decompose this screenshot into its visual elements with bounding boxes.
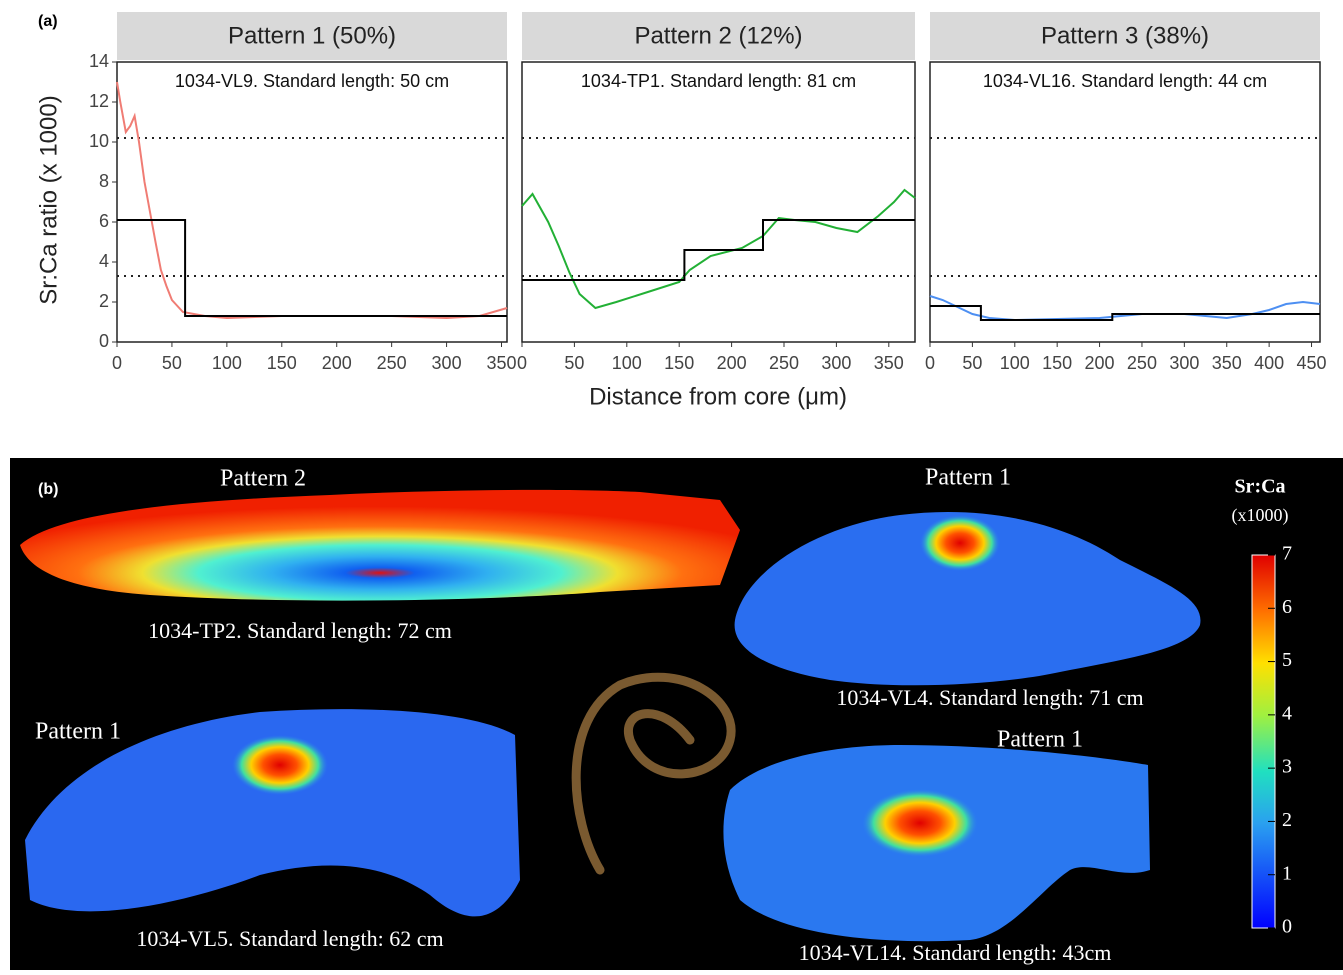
series-line xyxy=(929,295,1321,322)
map-pattern: Pattern 1 xyxy=(997,727,1083,753)
colorbar-subtitle: (x1000) xyxy=(1232,505,1289,526)
strip xyxy=(117,12,507,60)
x-tick-label: 50 xyxy=(162,353,182,373)
plot-frame xyxy=(929,61,1321,343)
panel-b: (b) Pattern 2 1034-TP2. Standard length:… xyxy=(10,458,1343,970)
y-tick-label: 2 xyxy=(99,291,109,311)
x-tick-label: 200 xyxy=(1085,353,1115,373)
x-tick-label: 400 xyxy=(1254,353,1284,373)
map-pattern: Pattern 2 xyxy=(220,466,306,492)
colorbar-tick-label: 2 xyxy=(1282,809,1292,831)
chart-title: Pattern 2 (12%) xyxy=(634,22,802,49)
colorbar xyxy=(1251,554,1276,929)
x-tick-label: 150 xyxy=(267,353,297,373)
x-tick-label: 200 xyxy=(717,353,747,373)
x-tick-label: 350 xyxy=(1212,353,1242,373)
strip xyxy=(522,12,915,60)
otolith-map xyxy=(734,512,1201,686)
series-line xyxy=(117,219,507,317)
panel-label: (a) xyxy=(38,13,58,30)
colorbar-tick-label: 0 xyxy=(1282,916,1292,938)
colorbar-tick-label: 7 xyxy=(1282,543,1292,565)
x-tick-label: 250 xyxy=(769,353,799,373)
y-tick-label: 4 xyxy=(99,251,109,271)
y-tick-label: 6 xyxy=(99,211,109,231)
x-tick-label: 300 xyxy=(432,353,462,373)
annotation: 1034-VL16. Standard length: 44 cm xyxy=(983,71,1267,91)
chart-title: Pattern 1 (50%) xyxy=(228,22,396,49)
core-hotspot xyxy=(232,735,328,795)
map-caption: 1034-TP2. Standard length: 72 cm xyxy=(148,618,452,643)
y-tick-label: 12 xyxy=(89,91,109,111)
x-tick-label: 150 xyxy=(1042,353,1072,373)
y-axis-label: Sr:Ca ratio (x 1000) xyxy=(35,95,62,304)
x-tick-label: 150 xyxy=(664,353,694,373)
map-pattern: Pattern 1 xyxy=(35,719,121,745)
otolith-map xyxy=(25,709,520,917)
core-hotspot xyxy=(920,515,1000,571)
x-tick-label: 250 xyxy=(1127,353,1157,373)
x-tick-label: 0 xyxy=(112,353,122,373)
x-tick-label: 350 xyxy=(486,353,516,373)
colorbar-tick-label: 4 xyxy=(1282,702,1292,724)
map-caption: 1034-VL4. Standard length: 71 cm xyxy=(836,685,1143,710)
x-tick-label: 300 xyxy=(821,353,851,373)
colorbar-tick-label: 5 xyxy=(1282,649,1292,671)
map-pattern: Pattern 1 xyxy=(925,465,1011,491)
map-caption: 1034-VL5. Standard length: 62 cm xyxy=(136,926,443,951)
x-tick-label: 100 xyxy=(1000,353,1030,373)
annotation: 1034-TP1. Standard length: 81 cm xyxy=(581,71,856,91)
plot-frame xyxy=(116,61,508,343)
strip xyxy=(930,12,1320,60)
plot-frame xyxy=(521,61,916,343)
colorbar-tick-label: 6 xyxy=(1282,596,1292,618)
colorbar-tick-label: 1 xyxy=(1282,862,1292,884)
x-tick-label: 350 xyxy=(874,353,904,373)
series-line xyxy=(521,188,916,310)
y-tick-label: 8 xyxy=(99,171,109,191)
x-tick-label: 200 xyxy=(322,353,352,373)
x-tick-label: 450 xyxy=(1296,353,1326,373)
core-hotspot xyxy=(862,789,978,857)
x-tick-label: 0 xyxy=(517,353,527,373)
eel-photo xyxy=(571,672,736,875)
chart-title: Pattern 3 (38%) xyxy=(1041,22,1209,49)
x-tick-label: 300 xyxy=(1169,353,1199,373)
y-tick-label: 10 xyxy=(89,131,109,151)
series-line xyxy=(522,219,915,281)
x-tick-label: 100 xyxy=(212,353,242,373)
series-line xyxy=(930,305,1320,321)
x-tick-label: 250 xyxy=(377,353,407,373)
y-tick-label: 14 xyxy=(89,51,109,71)
colorbar-tick-label: 3 xyxy=(1282,756,1292,778)
colorbar-title: Sr:Ca xyxy=(1234,476,1285,498)
x-tick-label: 0 xyxy=(925,353,935,373)
x-tick-label: 100 xyxy=(612,353,642,373)
x-tick-label: 50 xyxy=(962,353,982,373)
x-axis-label: Distance from core (μm) xyxy=(589,383,847,410)
map-caption: 1034-VL14. Standard length: 43cm xyxy=(799,940,1112,965)
panel-label: (b) xyxy=(38,481,58,498)
otolith-map xyxy=(20,489,740,601)
annotation: 1034-VL9. Standard length: 50 cm xyxy=(175,71,449,91)
x-tick-label: 50 xyxy=(564,353,584,373)
y-tick-label: 0 xyxy=(99,331,109,351)
